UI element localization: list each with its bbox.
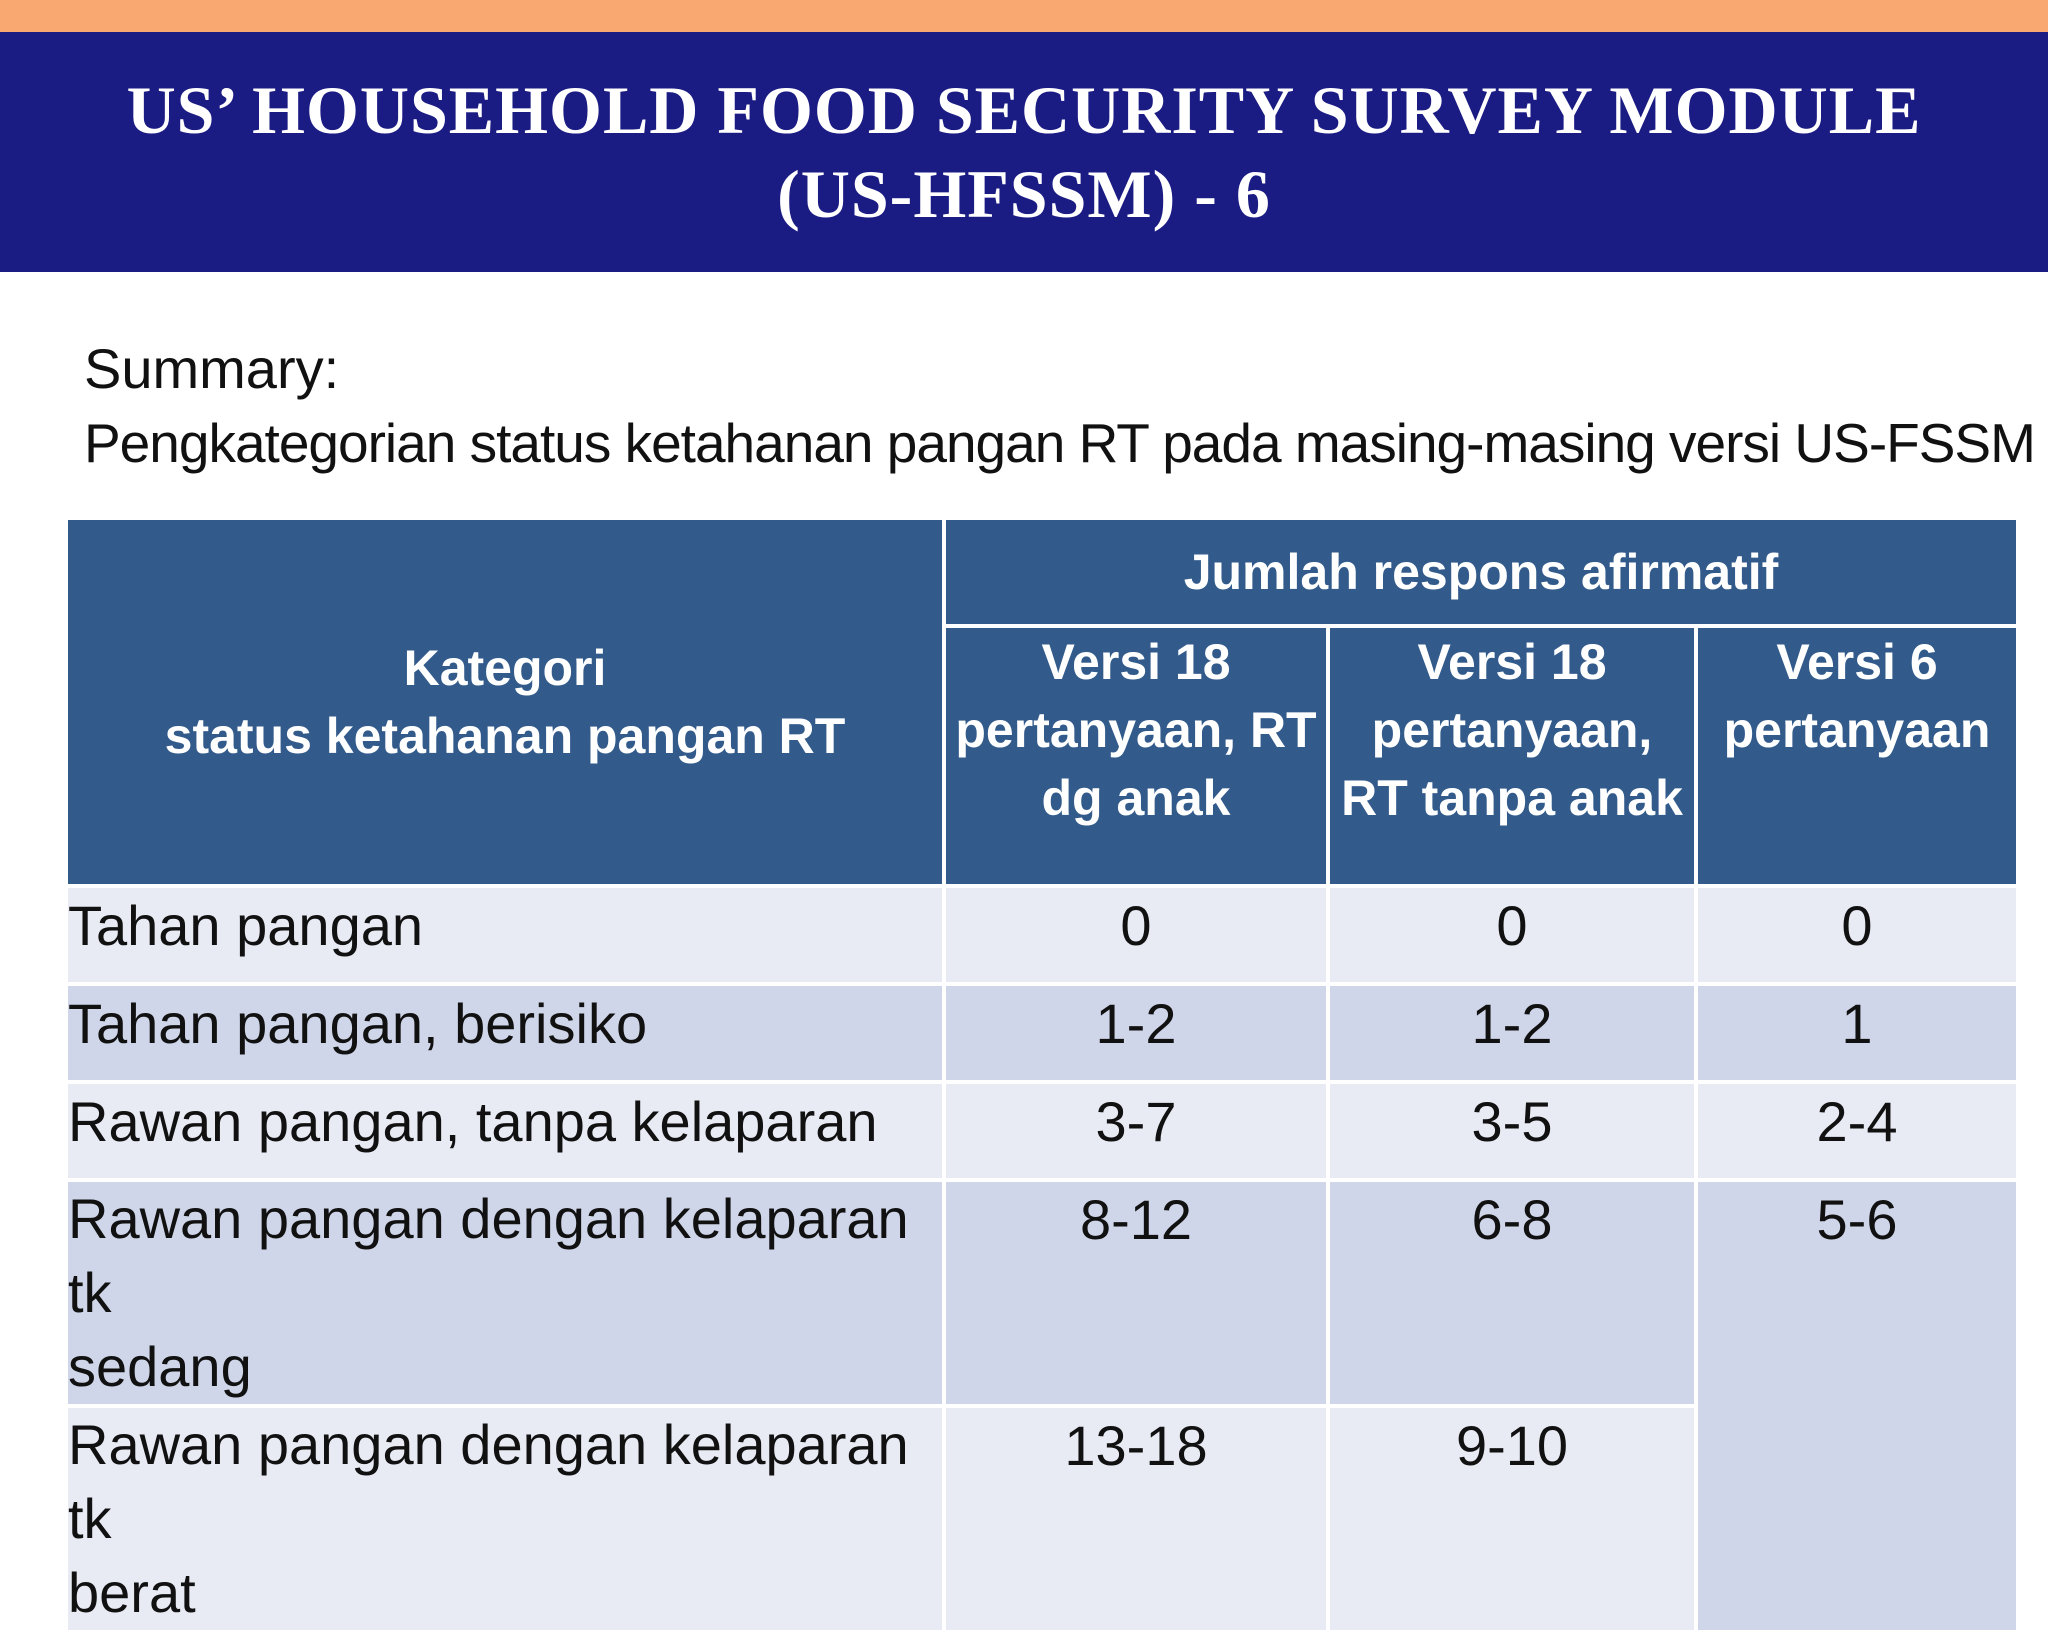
category-cell: Tahan pangan, berisiko <box>64 982 946 1084</box>
category-header-line-1: Kategori <box>403 640 607 696</box>
title-banner: US’ HOUSEHOLD FOOD SECURITY SURVEY MODUL… <box>0 32 2048 272</box>
affirmative-responses-header: Jumlah respons afirmatif <box>941 516 2021 628</box>
version-18-without-children-header: Versi 18 pertanyaan, RT tanpa anak <box>1326 624 1698 888</box>
v18-with-children-cell: 0 <box>942 884 1330 986</box>
version-header-line: dg anak <box>1041 770 1231 826</box>
category-line-2: berat <box>68 1561 196 1624</box>
table-row: Rawan pangan dengan kelaparan tk sedang … <box>64 1178 2021 1634</box>
version-header-line: pertanyaan <box>1723 702 1991 758</box>
table-row: Tahan pangan, berisiko 1-2 1-2 1 <box>64 982 2021 1084</box>
table-header-row: Kategori status ketahanan pangan RT Juml… <box>64 516 2021 888</box>
version-header-line: RT tanpa anak <box>1341 770 1683 826</box>
v18-with-children-cell: 13-18 <box>942 1404 1330 1634</box>
category-cell: Rawan pangan dengan kelaparan tk berat <box>64 1404 946 1634</box>
version-header-line: Versi 18 <box>1041 634 1231 690</box>
version-header-line: Versi 18 <box>1417 634 1607 690</box>
category-cell: Tahan pangan <box>64 884 946 986</box>
v18-without-children-cell: 3-5 <box>1326 1080 1698 1182</box>
v6-cell: 1 <box>1693 982 2021 1084</box>
top-accent-stripe <box>0 0 2048 32</box>
summary-label: Summary: <box>84 337 340 400</box>
v18-without-children-cell: 1-2 <box>1326 982 1698 1084</box>
v18-without-children-cell: 6-8 <box>1326 1178 1698 1408</box>
category-cell: Rawan pangan dengan kelaparan tk sedang <box>64 1178 946 1408</box>
category-cell: Rawan pangan, tanpa kelaparan <box>64 1080 946 1182</box>
category-line-2: sedang <box>68 1335 252 1398</box>
category-line-1: Rawan pangan dengan kelaparan tk <box>68 1187 909 1324</box>
slide-title-line-2: (US-HFSSM) - 6 <box>777 156 1271 232</box>
summary-block: Summary: Pengkategorian status ketahanan… <box>84 332 2036 480</box>
v18-with-children-cell: 3-7 <box>942 1080 1330 1182</box>
v18-without-children-cell: 9-10 <box>1326 1404 1698 1634</box>
category-header-line-2: status ketahanan pangan RT <box>164 708 846 764</box>
v6-merged-cell: 5-6 <box>1693 1178 2021 1634</box>
v18-without-children-cell: 0 <box>1326 884 1698 986</box>
v18-with-children-cell: 8-12 <box>942 1178 1330 1408</box>
version-header-row: Versi 18 pertanyaan, RT dg anak Versi 18… <box>66 624 2021 888</box>
table-row: Rawan pangan, tanpa kelaparan 3-7 3-5 2-… <box>64 1080 2021 1182</box>
v18-with-children-cell: 1-2 <box>942 982 1330 1084</box>
version-6-header: Versi 6 pertanyaan <box>1693 624 2021 888</box>
table-row: Tahan pangan 0 0 0 <box>64 884 2021 986</box>
version-18-with-children-header: Versi 18 pertanyaan, RT dg anak <box>942 624 1330 888</box>
v6-cell: 2-4 <box>1693 1080 2021 1182</box>
v6-cell: 0 <box>1693 884 2021 986</box>
category-column-header: Kategori status ketahanan pangan RT <box>64 516 946 888</box>
version-header-line: pertanyaan, <box>1371 702 1653 758</box>
food-security-category-table: Kategori status ketahanan pangan RT Juml… <box>64 516 2021 1634</box>
version-header-line: Versi 6 <box>1776 634 1938 690</box>
slide-title-line-1: US’ HOUSEHOLD FOOD SECURITY SURVEY MODUL… <box>126 72 1922 148</box>
summary-text: Pengkategorian status ketahanan pangan R… <box>84 412 2036 474</box>
category-line-1: Rawan pangan dengan kelaparan tk <box>68 1413 909 1550</box>
version-header-line: pertanyaan, RT <box>955 702 1317 758</box>
